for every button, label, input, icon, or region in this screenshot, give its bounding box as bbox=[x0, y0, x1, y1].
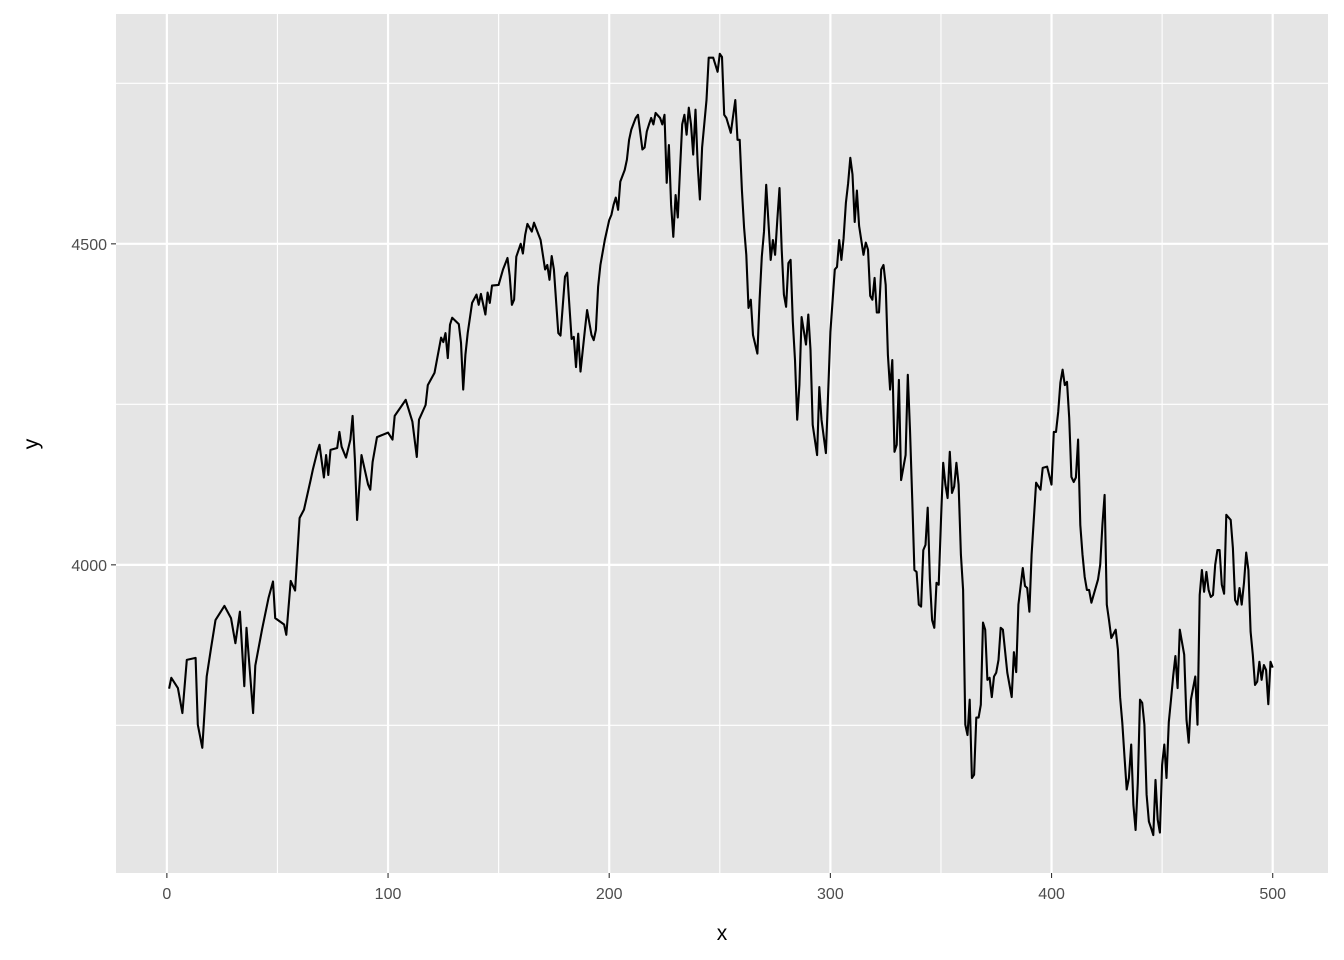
y-tick-label: 4000 bbox=[71, 558, 107, 575]
y-tick-label: 4500 bbox=[71, 237, 107, 254]
y-axis-label: y bbox=[20, 438, 43, 449]
gridlines bbox=[116, 14, 1328, 873]
plot-panel bbox=[116, 14, 1328, 873]
x-tick-label: 500 bbox=[1259, 886, 1286, 903]
x-tick-label: 400 bbox=[1038, 886, 1065, 903]
series-line bbox=[168, 52, 1274, 837]
x-tick-label: 100 bbox=[375, 886, 402, 903]
axis-ticks: 0 100 200 300 400 500 4000 4500 bbox=[71, 237, 1286, 903]
x-tick-label: 300 bbox=[817, 886, 844, 903]
x-tick-label: 0 bbox=[162, 886, 171, 903]
x-tick-label: 200 bbox=[596, 886, 623, 903]
x-axis-label: x bbox=[717, 922, 728, 945]
